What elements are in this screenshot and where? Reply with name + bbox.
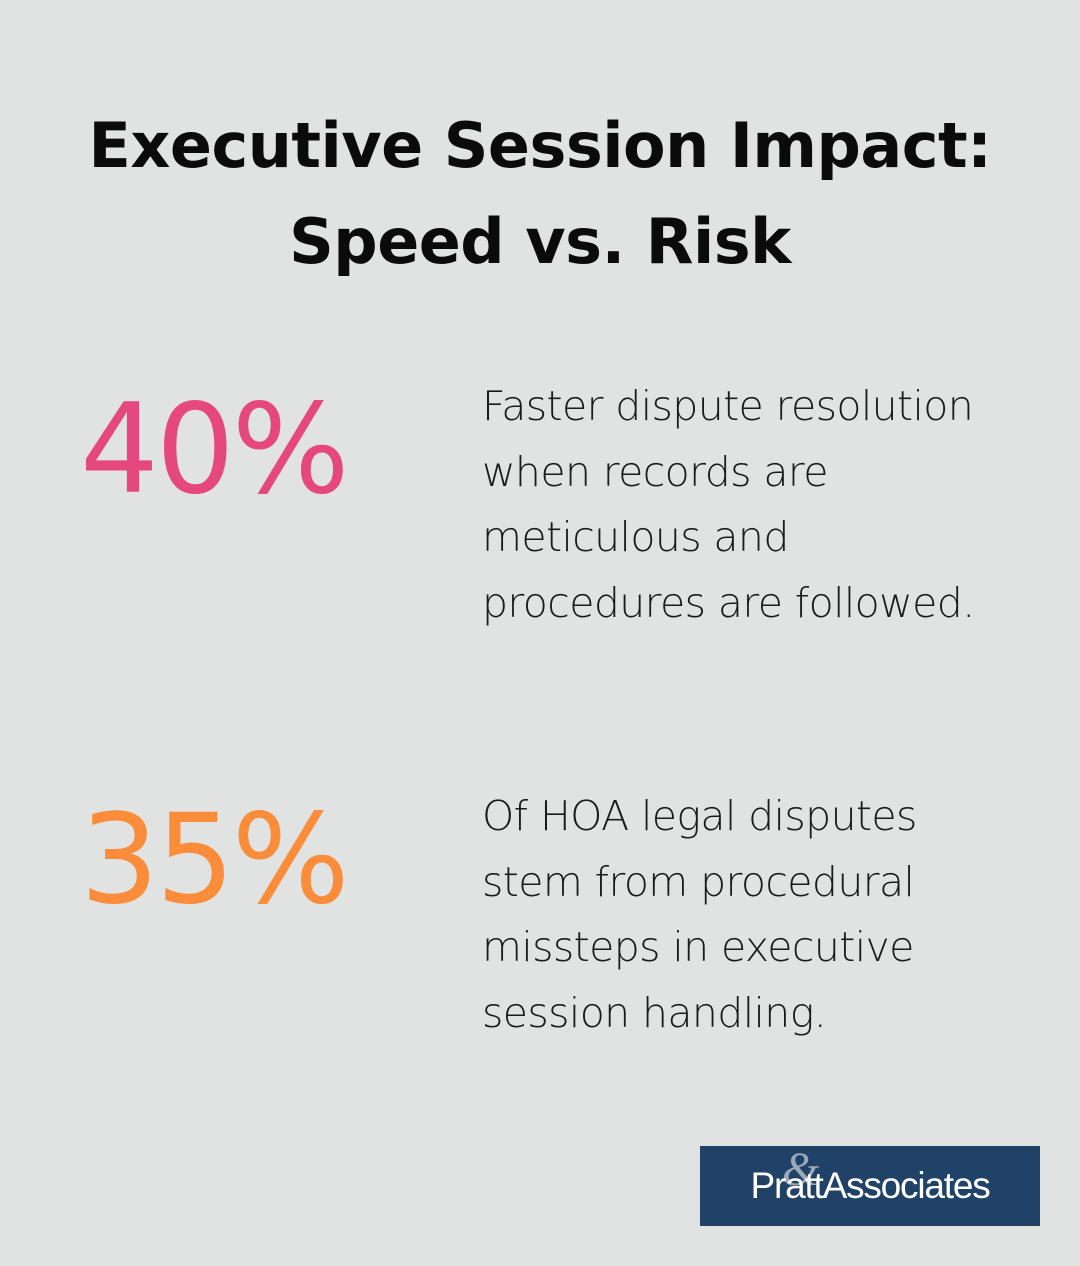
title-line-1: Executive Session Impact:	[88, 109, 992, 182]
logo-text: PrattAssociates	[750, 1165, 990, 1206]
stat-description: Faster dispute resolution when records a…	[482, 382, 975, 627]
stat-value: 35%	[80, 788, 350, 932]
stat-description: Of HOA legal disputes stem from procedur…	[482, 792, 917, 1037]
title-line-2: Speed vs. Risk	[289, 205, 791, 278]
company-logo: PrattAssociates &	[700, 1146, 1040, 1226]
page-title: Executive Session Impact: Speed vs. Risk	[40, 98, 1040, 290]
stat-value: 40%	[80, 378, 350, 522]
